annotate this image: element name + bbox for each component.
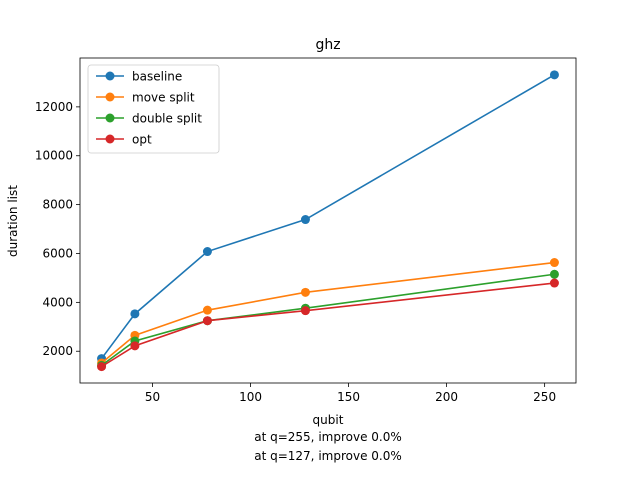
x-tick-label-2: 150 — [337, 390, 360, 404]
x-tick-label-1: 100 — [239, 390, 262, 404]
series-0-point-3 — [300, 215, 310, 225]
series-3-point-1 — [130, 341, 140, 351]
annotation-line-2: at q=127, improve 0.0% — [254, 449, 402, 463]
legend-label-2: double split — [132, 112, 202, 126]
legend-label-1: move split — [132, 91, 195, 105]
legend-marker-0 — [105, 71, 115, 81]
y-tick-label-0: 2000 — [42, 344, 73, 358]
annotation-line-1: at q=255, improve 0.0% — [254, 430, 402, 444]
series-1-point-3 — [300, 287, 310, 297]
legend-box — [87, 64, 220, 154]
series-3-point-4 — [549, 278, 559, 288]
x-tick-label-0: 50 — [145, 390, 160, 404]
series-3-point-2 — [202, 316, 212, 326]
x-tick-label-4: 250 — [533, 390, 556, 404]
y-tick-label-4: 10000 — [35, 149, 73, 163]
y-tick-label-3: 8000 — [42, 198, 73, 212]
x-axis-label: qubit — [313, 413, 344, 427]
series-1-point-2 — [202, 305, 212, 315]
legend-label-0: baseline — [132, 70, 182, 84]
series-0-point-1 — [130, 309, 140, 319]
y-tick-label-1: 4000 — [42, 295, 73, 309]
plot-area: 50 100 150 200 250 2000 4000 6000 8000 10000 12000… — [35, 57, 577, 404]
y-tick-label-5: 12000 — [35, 100, 73, 114]
y-axis-label: duration list — [6, 185, 20, 257]
series-1-point-4 — [549, 258, 559, 268]
legend-marker-2 — [105, 113, 115, 123]
chart-title: ghz — [315, 37, 340, 53]
series-0-point-2 — [202, 247, 212, 257]
series-3-point-0 — [97, 362, 107, 372]
series-2-point-4 — [549, 269, 559, 279]
axes-frame — [79, 57, 577, 384]
legend-marker-3 — [105, 134, 115, 144]
x-tick-label-3: 200 — [435, 390, 458, 404]
legend-marker-1 — [105, 92, 115, 102]
series-0-point-4 — [549, 70, 559, 80]
y-tick-label-2: 6000 — [42, 246, 73, 260]
series-3-point-3 — [300, 306, 310, 316]
legend-label-3: opt — [132, 133, 152, 147]
